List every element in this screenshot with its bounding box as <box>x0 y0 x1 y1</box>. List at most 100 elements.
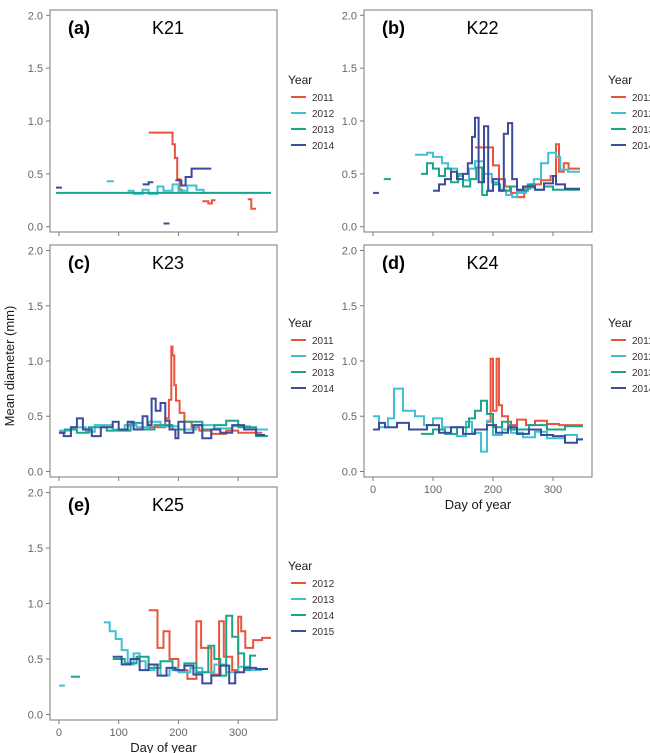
plot-area-k23 <box>49 244 278 478</box>
y-tick-label: 1.5 <box>28 63 43 75</box>
y-tick-label: 2.0 <box>28 246 43 258</box>
series-line-2014 <box>59 397 266 440</box>
panel-k24: 0.0 0.5 1.0 1.5 2.0 0 100 200 300 Day of year (d) K… <box>342 244 650 512</box>
legend-title: Year <box>288 559 312 573</box>
legend-entry: 2013 <box>632 368 650 379</box>
y-tick-label: 1.0 <box>28 116 43 128</box>
series-line-2011 <box>247 198 257 210</box>
panel-label: (a) <box>68 18 90 38</box>
y-tick-label: 0.5 <box>28 654 43 666</box>
series-line-2013 <box>421 399 583 435</box>
legend-entry: 2012 <box>632 109 650 120</box>
x-tick-label: 300 <box>544 484 562 496</box>
panel-title: K24 <box>467 253 499 273</box>
legend-title: Year <box>288 73 312 87</box>
legend-entry: 2012 <box>312 579 335 590</box>
y-tick-label: 1.5 <box>342 301 357 313</box>
y-tick-label: 1.5 <box>342 63 357 75</box>
legend-entry: 2011 <box>312 336 334 347</box>
y-tick-label: 0.5 <box>342 169 357 181</box>
series-line-2014 <box>373 421 583 444</box>
series-line-2013 <box>421 162 580 196</box>
legend-entry: 2014 <box>312 141 335 152</box>
panel-label: (c) <box>68 253 90 273</box>
series-group <box>373 116 580 199</box>
y-tick-label: 0.0 <box>28 466 43 478</box>
y-tick-label: 1.0 <box>28 599 43 611</box>
y-tick-label: 1.5 <box>28 301 43 313</box>
y-tick-label: 2.0 <box>28 10 43 22</box>
y-tick-label: 0.0 <box>342 466 357 478</box>
y-tick-label: 1.0 <box>342 116 357 128</box>
x-tick-label: 200 <box>169 727 187 739</box>
panel-label: (d) <box>382 253 405 273</box>
plot-area-k21 <box>49 9 278 233</box>
y-tick-label: 0.0 <box>342 222 357 234</box>
legend-entry: 2014 <box>632 141 650 152</box>
series-line-2015 <box>112 655 268 685</box>
series-group <box>59 609 271 687</box>
y-tick-label: 0.5 <box>28 411 43 423</box>
y-tick-label: 2.0 <box>342 246 357 258</box>
series-line-2014 <box>175 167 212 187</box>
y-tick-label: 0.0 <box>28 222 43 234</box>
x-tick-label: 0 <box>56 727 62 739</box>
series-line-2014 <box>112 614 257 677</box>
y-tick-label: 1.0 <box>342 356 357 368</box>
x-tick-label: 300 <box>229 727 247 739</box>
plot-area-k24 <box>363 244 593 478</box>
legend-entry: 2012 <box>312 109 335 120</box>
x-axis-label: Day of year <box>130 740 197 753</box>
x-tick-label: 100 <box>110 727 128 739</box>
series-group <box>373 357 583 453</box>
plot-area-k25 <box>49 486 278 721</box>
panels: 0.00.51.01.52.0(a) K21Year201120122013201… <box>28 9 650 753</box>
panel-title: K22 <box>467 18 499 38</box>
series-line-2012 <box>127 183 212 195</box>
panel-label: (e) <box>68 495 90 515</box>
y-tick-label: 2.0 <box>28 488 43 500</box>
legend-entry: 2015 <box>312 627 335 638</box>
series-line-2012 <box>373 387 583 453</box>
panel-k25: 0.0 0.5 1.0 1.5 2.0 0 100 200 300 Day of year (e) K… <box>28 486 335 753</box>
legend-entry: 2013 <box>312 125 335 136</box>
x-axis-label: Day of year <box>445 497 512 512</box>
x-tick-label: 100 <box>424 484 442 496</box>
y-tick-label: 0.5 <box>342 411 357 423</box>
legend-entry: 2011 <box>632 93 650 104</box>
x-tick-label: 0 <box>370 484 376 496</box>
legend-entry: 2012 <box>632 352 650 363</box>
legend-entry: 2011 <box>312 93 334 104</box>
y-tick-label: 0.0 <box>28 709 43 721</box>
y-tick-label: 0.5 <box>28 169 43 181</box>
series-line-2011 <box>202 199 216 205</box>
panel-title: K25 <box>152 495 184 515</box>
legend-entry: 2014 <box>312 611 335 622</box>
legend-entry: 2013 <box>312 368 335 379</box>
series-line-2013 <box>59 419 268 438</box>
legend-title: Year <box>288 316 312 330</box>
panel-title: K21 <box>152 18 184 38</box>
legend-title: Year <box>608 73 632 87</box>
y-tick-label: 2.0 <box>342 10 357 22</box>
series-line-2011 <box>148 131 183 193</box>
y-tick-label: 1.0 <box>28 356 43 368</box>
panel-label: (b) <box>382 18 405 38</box>
series-line-2011 <box>487 357 583 427</box>
series-group <box>56 131 271 225</box>
panel-title: K23 <box>152 253 184 273</box>
legend-entry: 2013 <box>632 125 650 136</box>
series-line-2014 <box>142 181 154 186</box>
y-axis-label: Mean diameter (mm) <box>2 306 17 427</box>
legend-entry: 2014 <box>312 384 335 395</box>
legend-title: Year <box>608 316 632 330</box>
series-line-2012 <box>148 609 271 680</box>
